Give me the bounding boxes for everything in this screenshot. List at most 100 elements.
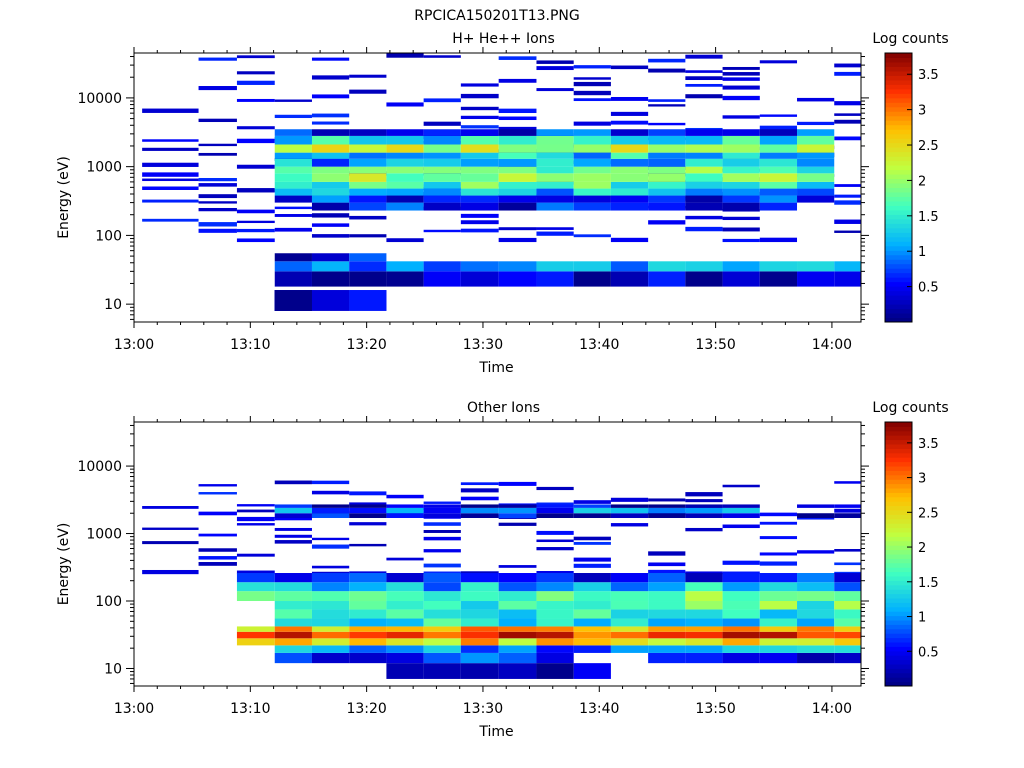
heatmap-cell <box>498 601 537 610</box>
heatmap-cell <box>834 638 861 646</box>
heatmap-cell <box>460 645 499 653</box>
colorbar-segment <box>885 483 912 489</box>
heatmap-cell <box>536 626 574 632</box>
heatmap-cell <box>573 65 611 69</box>
heatmap-cell <box>797 631 835 639</box>
heatmap-cell <box>386 557 424 561</box>
heatmap-cell <box>142 186 199 190</box>
heatmap-cell <box>274 195 312 203</box>
heatmap-cell <box>386 591 424 602</box>
colorbar-segment <box>885 236 912 242</box>
heatmap-cell <box>722 560 760 565</box>
colorbar-segment <box>885 562 912 568</box>
colorbar-segment <box>885 513 912 520</box>
heatmap-cell <box>386 188 424 196</box>
heatmap-cell <box>236 509 275 513</box>
heatmap-cell <box>610 96 649 101</box>
y-tick-label: 10000 <box>77 91 122 107</box>
heatmap-cell <box>573 234 611 238</box>
heatmap-cell <box>460 507 499 514</box>
heatmap-cell <box>722 144 760 153</box>
heatmap-cell <box>460 626 499 632</box>
heatmap-cell <box>386 135 424 145</box>
heatmap-cell <box>142 147 199 151</box>
heatmap-cell <box>498 144 537 153</box>
heatmap-cell <box>610 504 649 508</box>
heatmap-cell <box>349 609 387 619</box>
heatmap-cell <box>759 125 798 130</box>
heatmap-cell <box>797 591 835 602</box>
heatmap-cell <box>685 166 723 174</box>
heatmap-cell <box>722 513 760 518</box>
x-axis: 13:00 13:10 13:20 13:30 13:40 13:50 14:00 Time <box>114 416 852 740</box>
x-tick-label: 14:00 <box>812 337 852 353</box>
heatmap-cell <box>648 220 686 225</box>
heatmap-cell <box>573 563 611 568</box>
heatmap-cell <box>797 188 835 196</box>
heatmap-cell <box>142 162 199 167</box>
heatmap-cell <box>722 271 760 287</box>
heatmap-cell <box>759 152 798 159</box>
heatmap-cell <box>759 552 798 556</box>
heatmap-cell <box>386 166 424 174</box>
colorbar-tick-label: 2 <box>918 174 926 189</box>
heatmap-cell <box>236 631 275 639</box>
heatmap-cell <box>386 626 424 632</box>
heatmap-cell <box>311 271 350 287</box>
heatmap-cell <box>536 227 574 230</box>
heatmap-cell <box>536 181 574 189</box>
heatmap-cell <box>311 631 350 639</box>
heatmap-cell <box>536 486 574 491</box>
y-axis: 10 100 1000 10000 Energy (eV) <box>56 424 869 684</box>
colorbar-segment <box>885 240 912 247</box>
heatmap-cell <box>274 114 312 119</box>
colorbar-segment <box>885 317 912 323</box>
heatmap-cell <box>498 227 537 231</box>
heatmap-cell <box>423 129 461 136</box>
heatmap-cell <box>349 188 387 196</box>
heatmap-cell <box>536 166 574 174</box>
heatmap-cell <box>685 226 723 232</box>
heatmap-cell <box>498 56 537 60</box>
heatmap-cell <box>311 135 350 145</box>
heatmap-cell <box>274 573 312 583</box>
heatmap-cell <box>536 88 574 92</box>
heatmap-cell <box>236 573 275 583</box>
heatmap-cell <box>498 565 537 568</box>
colorbar-tick-label: 1 <box>918 245 926 260</box>
colorbar-segment <box>885 659 912 665</box>
heatmap-cell <box>423 55 461 58</box>
heatmap-cell <box>498 195 537 203</box>
heatmap-cell <box>498 166 537 174</box>
heatmap-cell <box>311 152 350 159</box>
heatmap-cell <box>685 504 723 508</box>
heatmap-cell <box>722 609 760 619</box>
colorbar-segment <box>885 593 912 599</box>
heatmap-cell <box>722 652 760 664</box>
heatmap-cell <box>797 166 835 174</box>
colorbar-segment <box>885 249 912 256</box>
heatmap-cell <box>198 86 237 91</box>
colorbar-segment <box>885 628 912 634</box>
heatmap-cell <box>536 144 574 153</box>
heatmap-cell <box>536 601 574 610</box>
heatmap-cell <box>498 638 537 646</box>
heatmap-cell <box>648 188 686 196</box>
colorbar-tick-label: 1.5 <box>918 576 939 591</box>
x-tick-label: 13:20 <box>346 337 386 353</box>
heatmap-cell <box>311 507 350 514</box>
colorbar-segment <box>885 500 912 507</box>
heatmap-cell <box>349 504 387 508</box>
heatmap-cell <box>722 115 760 119</box>
heatmap-cell <box>610 129 649 136</box>
colorbar-segment <box>885 623 912 630</box>
y-axis-label: Energy (eV) <box>56 523 72 606</box>
heatmap-cell <box>423 522 461 526</box>
heatmap-cell <box>648 562 686 567</box>
heatmap-cell <box>498 173 537 182</box>
heatmap-cell <box>423 530 461 533</box>
heatmap-cell <box>648 122 686 126</box>
heatmap-cell <box>349 144 387 153</box>
heatmap-cell <box>460 195 499 203</box>
